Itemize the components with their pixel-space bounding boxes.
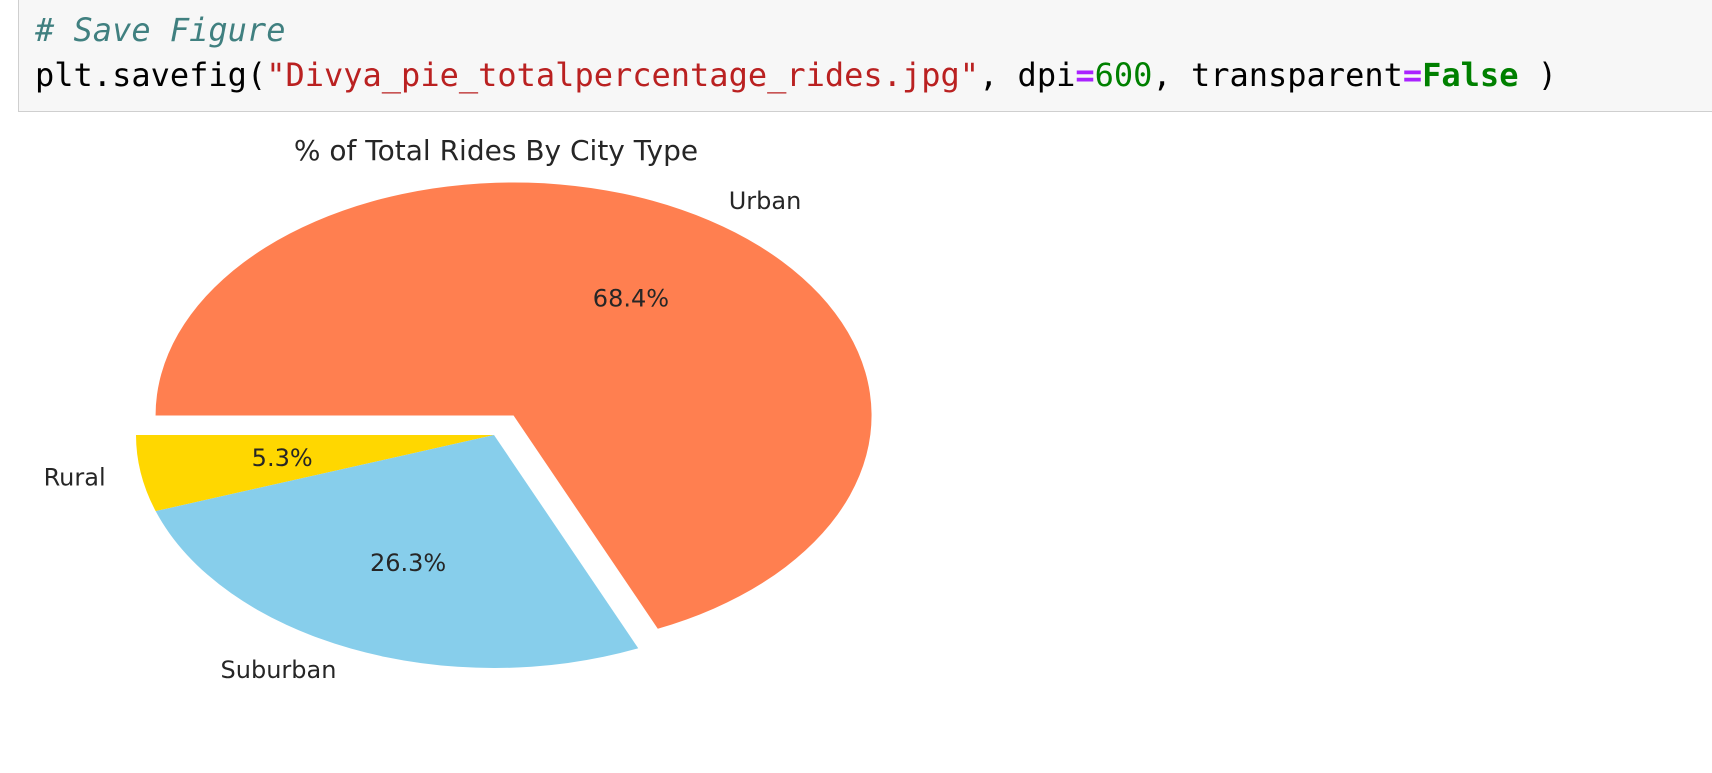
pie-slice-urban bbox=[155, 182, 872, 629]
code-token: plt.savefig( bbox=[35, 56, 267, 94]
output-area: % of Total Rides By City Type Rural 5.3% S… bbox=[0, 120, 1712, 773]
slice-label-urban: Urban bbox=[729, 187, 802, 215]
pct-label-rural: 5.3% bbox=[252, 444, 313, 472]
slice-label-suburban: Suburban bbox=[221, 656, 337, 684]
pie-slice-rural bbox=[136, 435, 494, 512]
code-comment: # Save Figure bbox=[35, 11, 286, 49]
code-token: 600 bbox=[1094, 56, 1153, 94]
code-cell[interactable]: # Save Figure plt.savefig("Divya_pie_tot… bbox=[18, 0, 1712, 112]
pct-label-urban: 68.4% bbox=[593, 284, 669, 312]
pct-label-suburban: 26.3% bbox=[370, 549, 446, 577]
code-token: "Divya_pie_totalpercentage_rides.jpg" bbox=[266, 56, 980, 94]
code-line: plt.savefig("Divya_pie_totalpercentage_r… bbox=[35, 55, 1557, 95]
code-token: ) bbox=[1518, 56, 1557, 94]
code-token: , transparent bbox=[1152, 56, 1403, 94]
pie-chart: % of Total Rides By City Type Rural 5.3% S… bbox=[44, 134, 872, 684]
code-token: = bbox=[1402, 56, 1423, 94]
pie-slice-suburban bbox=[155, 435, 639, 668]
code-token: False bbox=[1422, 56, 1519, 94]
code-token: = bbox=[1075, 56, 1095, 94]
slice-label-rural: Rural bbox=[44, 463, 106, 491]
code-token: , dpi bbox=[979, 56, 1076, 94]
chart-title: % of Total Rides By City Type bbox=[294, 134, 698, 167]
